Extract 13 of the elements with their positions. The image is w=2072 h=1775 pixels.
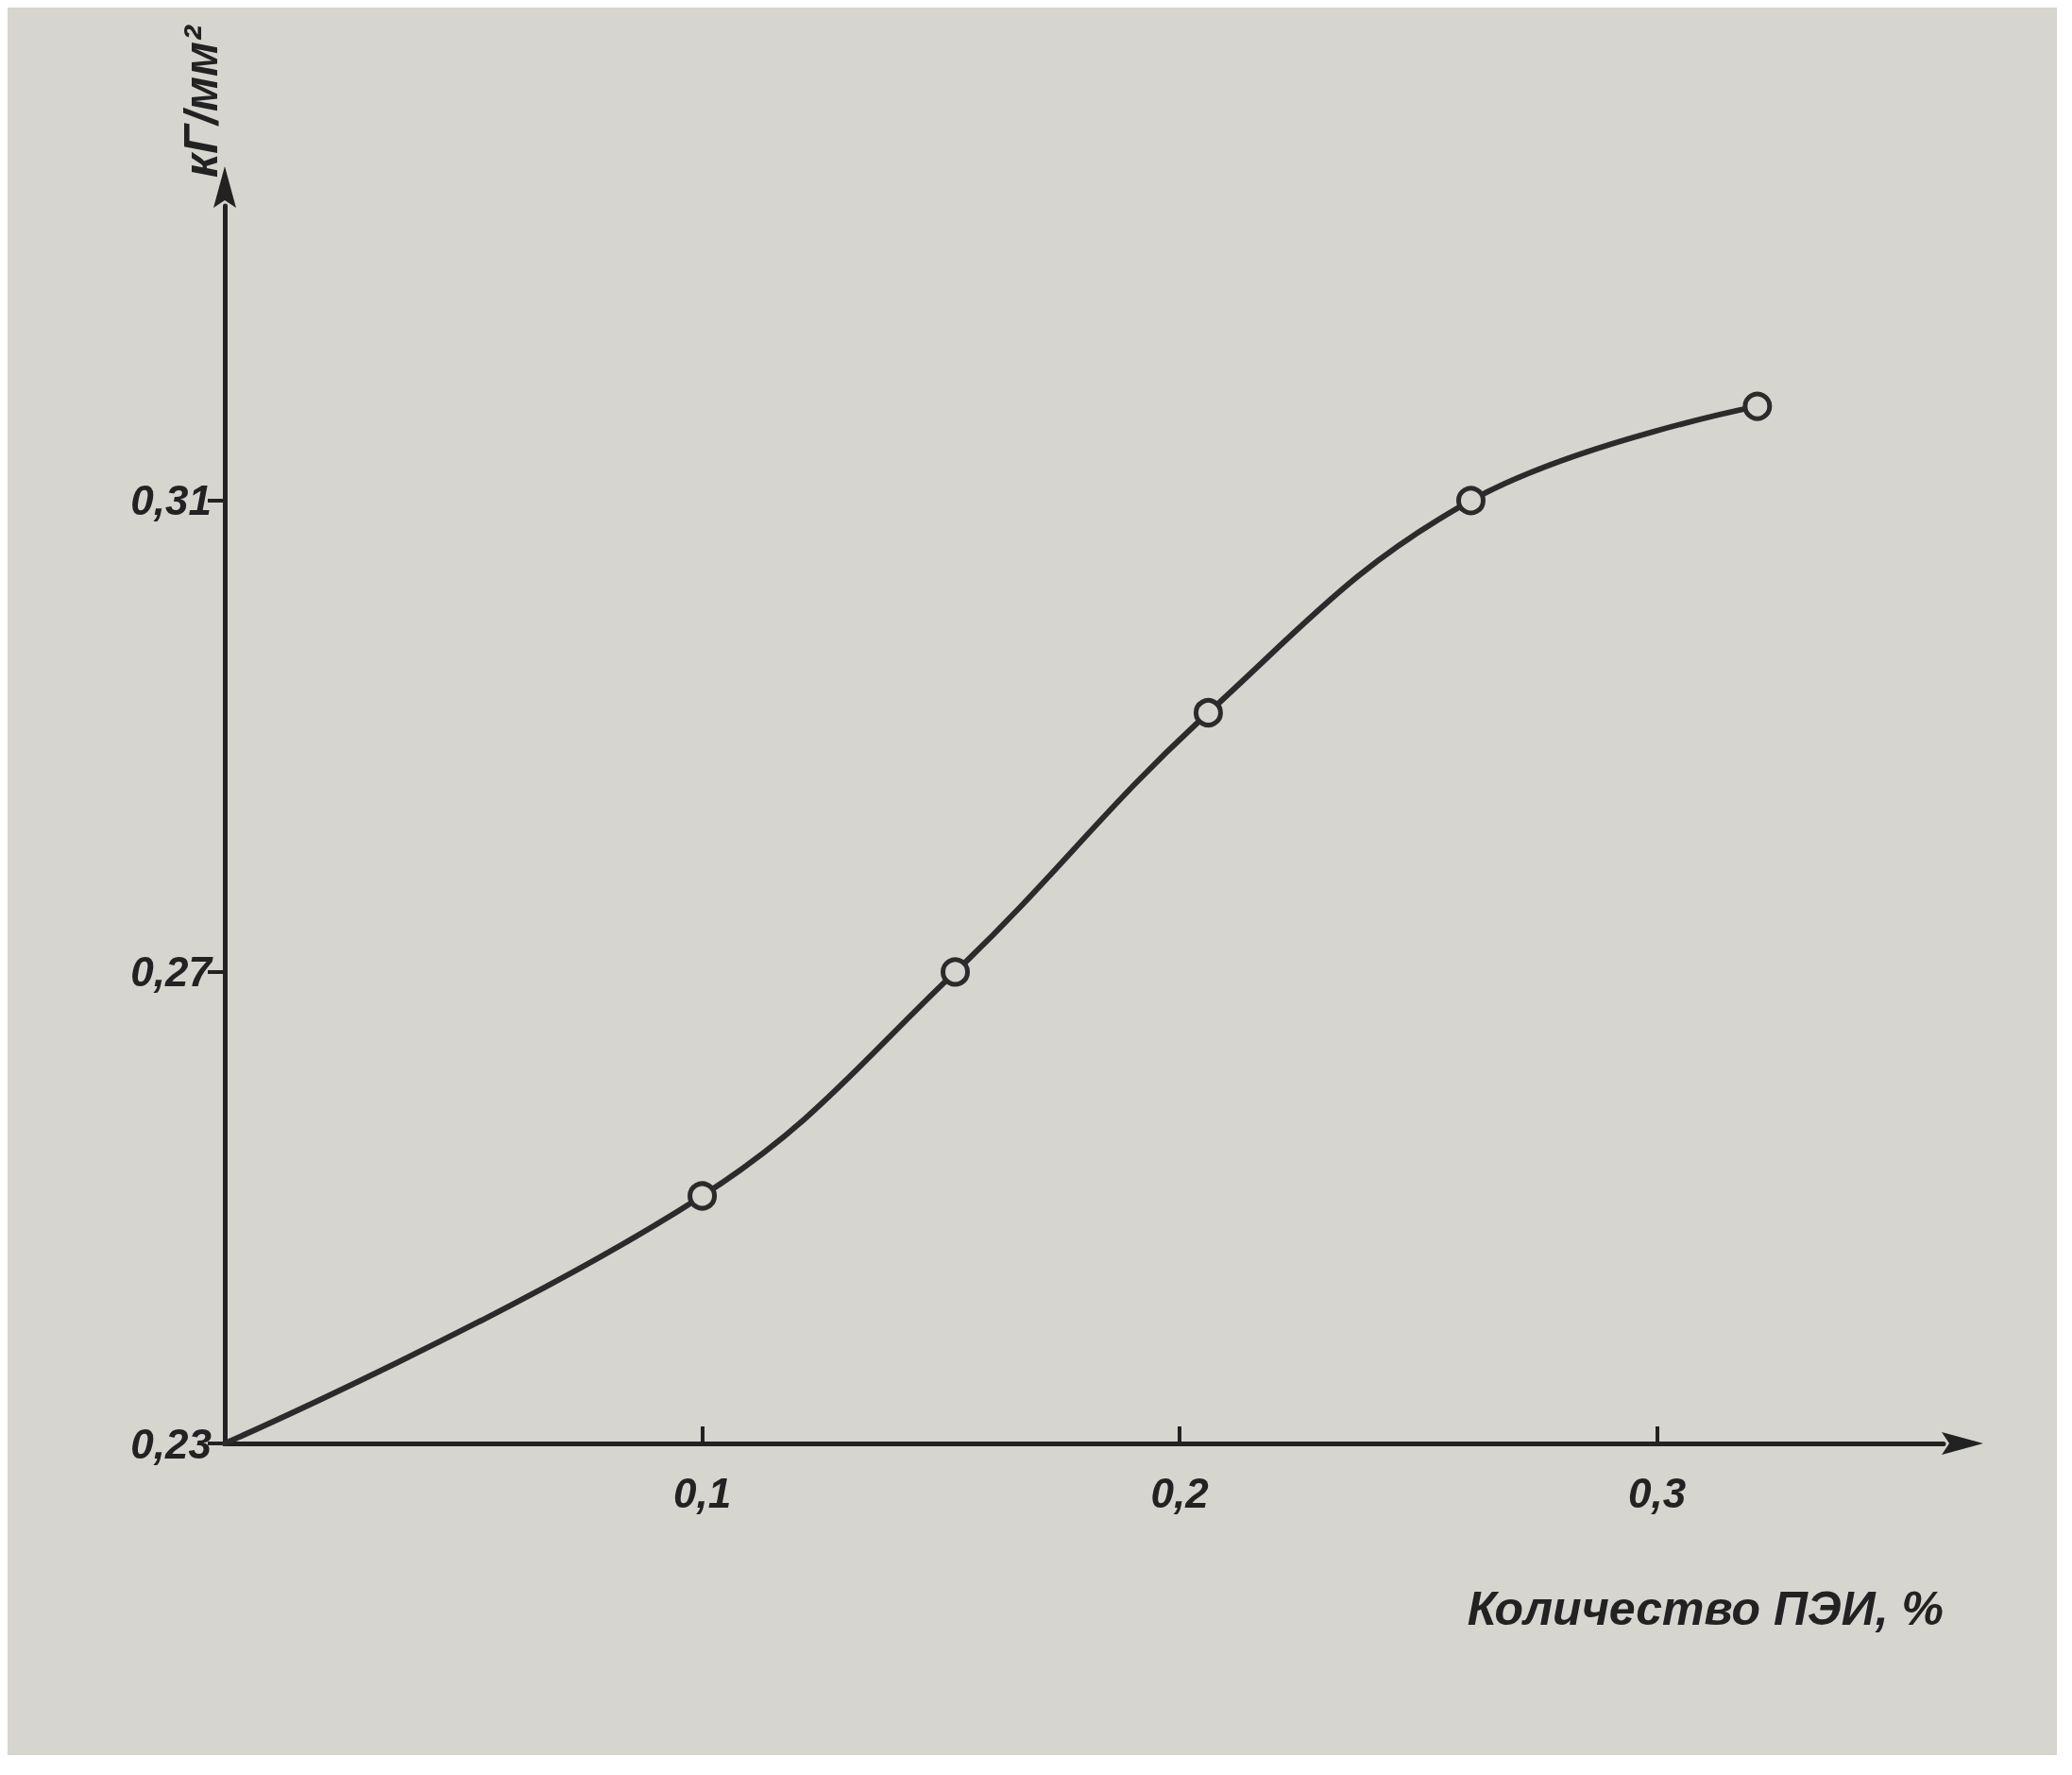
point bbox=[1742, 391, 1773, 421]
x-tick-label: 0,3 bbox=[1628, 1469, 1687, 1516]
point bbox=[1456, 486, 1486, 516]
point bbox=[688, 1181, 718, 1211]
y-axis-title: кГ/мм² bbox=[175, 25, 228, 178]
y-tick-label: 0,31 bbox=[130, 477, 212, 524]
y-tick-label: 0,23 bbox=[130, 1420, 212, 1467]
y-tick-label: 0,27 bbox=[130, 948, 214, 996]
point bbox=[941, 957, 970, 987]
x-axis-title: Количество ПЭИ, % bbox=[1467, 1582, 1944, 1635]
x-tick-label: 0,2 bbox=[1150, 1469, 1210, 1516]
x-tick-label: 0,1 bbox=[672, 1469, 732, 1516]
point bbox=[1193, 697, 1223, 727]
